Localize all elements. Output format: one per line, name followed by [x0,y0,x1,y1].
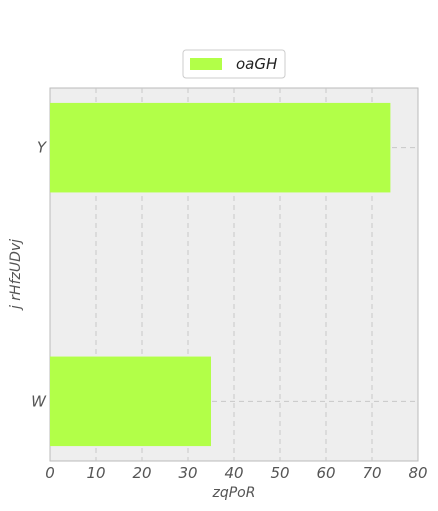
x-tick-label-80: 80 [408,464,427,482]
y-tick-label-Y: Y [37,139,48,157]
x-axis-ticks: 0 10 20 30 40 50 60 70 80 [45,464,427,482]
x-tick-label-0: 0 [45,464,55,482]
x-tick-label-30: 30 [178,464,197,482]
legend-label: oaGH [236,55,277,73]
x-axis-label: zqPoR [212,485,256,501]
legend-frame [182,49,286,79]
legend-swatch [190,58,222,70]
x-tick-label-40: 40 [224,464,243,482]
bars [50,102,391,447]
x-tick-label-10: 10 [86,464,105,482]
x-tick-label-50: 50 [270,464,289,482]
x-tick-label-60: 60 [316,464,335,482]
bar-Y [50,102,391,193]
y-tick-label-W: W [31,392,47,410]
x-tick-label-70: 70 [362,464,381,482]
y-axis-ticks: WY [31,139,48,411]
legend: oaGH [182,49,286,79]
bar-W [50,356,211,447]
x-tick-label-20: 20 [132,464,151,482]
y-axis-label: j rHfzUDvj [8,239,24,311]
